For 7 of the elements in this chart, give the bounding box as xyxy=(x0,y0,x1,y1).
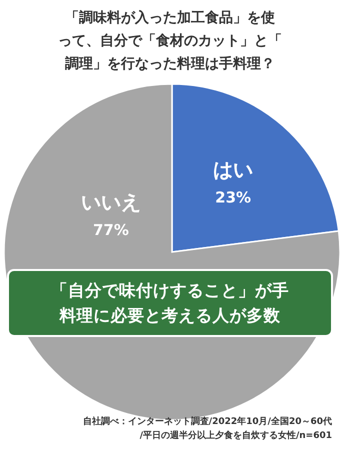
data-label: 23% xyxy=(215,188,252,207)
chart-title: 「調味料が入った加工食品」を使って、自分で「食材のカット」と「調理」を行なった料理は手料理？ xyxy=(58,9,282,72)
slice-label: はい xyxy=(213,158,254,182)
text: 自社調べ：インターネット調査/2022年10月/全国20～60代 /平日の週半分以上夕食を自炊する女性/n=601 xyxy=(82,416,332,441)
data-label: 77% xyxy=(92,221,129,239)
text: 「自分で味付けすること」が手料理に必要と考える人が多数 xyxy=(51,281,289,325)
slice-label: いいえ xyxy=(80,190,141,214)
